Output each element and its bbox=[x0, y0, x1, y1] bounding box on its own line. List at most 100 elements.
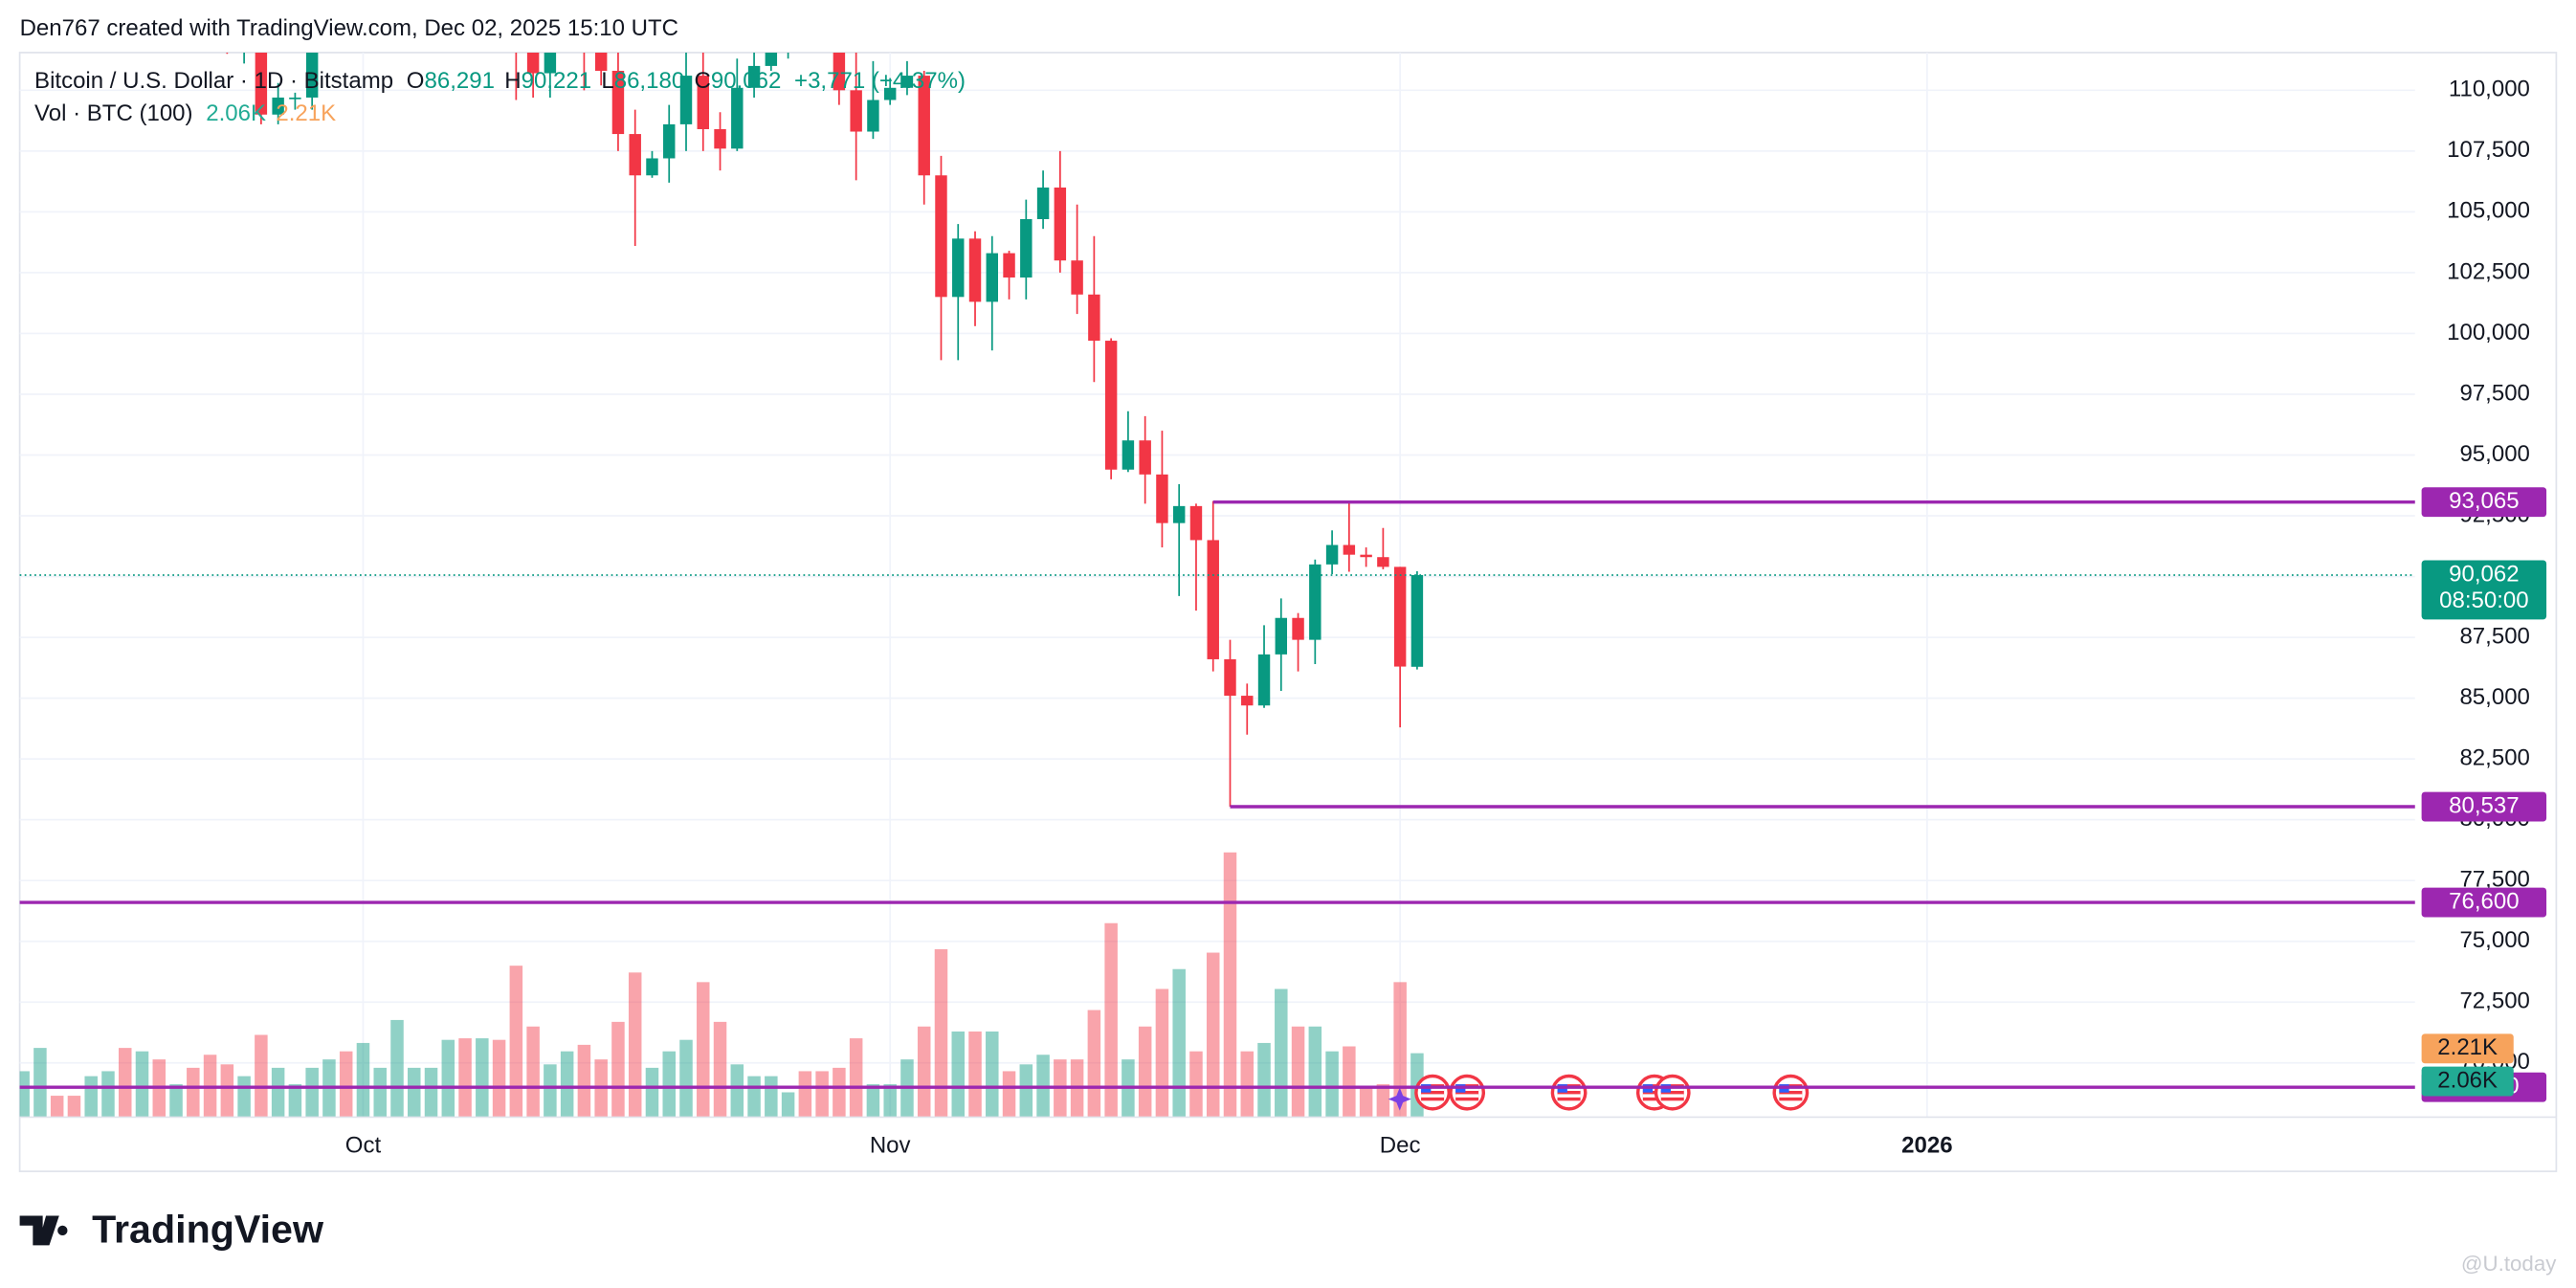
legend-key: L bbox=[601, 68, 613, 94]
y-tick-label: 85,000 bbox=[2459, 684, 2529, 710]
footer: TradingView @U.today bbox=[19, 1208, 2557, 1276]
event-icon bbox=[1414, 1074, 1451, 1111]
volume-bar bbox=[50, 1096, 64, 1118]
volume-bar bbox=[1393, 982, 1407, 1118]
volume-bar bbox=[288, 1084, 302, 1118]
legend-value: 86,291 bbox=[424, 68, 494, 94]
candle-body bbox=[900, 76, 914, 88]
candle-body bbox=[1275, 617, 1288, 655]
y-tick-label: 95,000 bbox=[2459, 441, 2529, 467]
volume-bar bbox=[118, 1048, 132, 1118]
candle-body bbox=[833, 52, 846, 91]
level-label: 76,600 bbox=[2449, 888, 2519, 914]
volume-bar bbox=[544, 1064, 557, 1118]
volume-bar bbox=[1087, 1010, 1101, 1118]
legend-line: Bitcoin / U.S. Dollar · 1D · Bitstamp O86… bbox=[34, 68, 966, 94]
volume-bar bbox=[339, 1051, 353, 1118]
candle-body bbox=[1054, 187, 1067, 261]
volume-bar bbox=[1275, 988, 1288, 1118]
legend-key: O bbox=[407, 68, 425, 94]
volume-bar bbox=[1308, 1026, 1322, 1118]
candle-body bbox=[1410, 574, 1424, 667]
volume-bar bbox=[968, 1031, 982, 1118]
candle-body bbox=[1172, 505, 1186, 523]
legend-symbol: Bitcoin / U.S. Dollar · 1D · Bitstamp bbox=[34, 68, 393, 94]
candle-body bbox=[1360, 554, 1372, 558]
candle-body bbox=[272, 97, 284, 115]
candle-body bbox=[1020, 219, 1033, 278]
volume-bar bbox=[1240, 1051, 1255, 1118]
volume-bar bbox=[1189, 1051, 1203, 1118]
axes: 110,000 107,500 105,000 102,500 100,000 97,50… bbox=[19, 77, 2557, 1159]
volume-bar bbox=[662, 1051, 676, 1118]
levels bbox=[19, 500, 2415, 1089]
legend-value: 86,180 bbox=[614, 68, 684, 94]
volume-bar bbox=[169, 1084, 183, 1118]
brand-logo bbox=[19, 1215, 68, 1246]
candle-body bbox=[1071, 260, 1083, 295]
volume-bar bbox=[390, 1019, 404, 1118]
volume-bar bbox=[19, 1071, 30, 1118]
candle-body bbox=[629, 134, 641, 176]
volume-bar bbox=[697, 982, 710, 1118]
candle-body bbox=[935, 175, 947, 298]
candle-body bbox=[663, 123, 676, 159]
candle-body bbox=[697, 76, 709, 129]
volume-bar bbox=[628, 972, 642, 1118]
volume-bar bbox=[187, 1067, 200, 1118]
candle-body bbox=[1189, 505, 1203, 541]
candle-body bbox=[646, 158, 658, 176]
volume-label-box bbox=[2421, 1033, 2514, 1064]
volume-bar bbox=[33, 1048, 47, 1118]
volume-bar bbox=[237, 1076, 251, 1118]
volume-bar bbox=[781, 1092, 795, 1118]
candle-body bbox=[1036, 187, 1050, 220]
last-price-label: 90,062 bbox=[2449, 561, 2519, 587]
y-tick-label: 97,500 bbox=[2459, 380, 2529, 406]
volume-bar bbox=[798, 1071, 812, 1118]
legend-change: +3,771 (+4.37%) bbox=[794, 68, 966, 94]
volume-bar bbox=[1019, 1064, 1033, 1118]
candle-body bbox=[1393, 566, 1407, 667]
volume-label: 2.21K bbox=[2437, 1034, 2498, 1060]
candle-body bbox=[1292, 617, 1304, 640]
candle-body bbox=[1207, 540, 1219, 659]
volume-bar bbox=[934, 948, 948, 1118]
volume-bar bbox=[255, 1034, 268, 1118]
candle-body bbox=[1003, 253, 1015, 278]
y-tick-label: 72,500 bbox=[2459, 988, 2529, 1014]
volume-pane bbox=[19, 852, 1424, 1118]
x-tick-label: Dec bbox=[1380, 1133, 1421, 1159]
candle-body bbox=[679, 76, 693, 124]
candle-body bbox=[255, 52, 268, 115]
watermark: @U.today bbox=[2461, 1252, 2557, 1276]
legend-volume: Vol · BTC (100) bbox=[34, 101, 193, 127]
candle-body bbox=[611, 70, 625, 135]
legend-line: Vol · BTC (100) 2.06K 2.21K bbox=[34, 101, 336, 127]
candle-body bbox=[289, 97, 301, 100]
candle-body bbox=[1088, 294, 1100, 342]
y-tick-label: 75,000 bbox=[2459, 927, 2529, 953]
candle-body bbox=[747, 65, 761, 88]
candle-body bbox=[765, 52, 778, 66]
y-tick-label: 82,500 bbox=[2459, 744, 2529, 770]
event-icon bbox=[1550, 1074, 1588, 1111]
level-label-box bbox=[2421, 487, 2547, 518]
volume-bar bbox=[220, 1064, 234, 1118]
volume-bar bbox=[951, 1031, 966, 1118]
candle-body bbox=[918, 76, 930, 176]
candle-body bbox=[986, 253, 999, 302]
y-tick-label: 107,500 bbox=[2447, 137, 2530, 163]
credit: Den767 created with TradingView.com, Dec… bbox=[20, 15, 678, 41]
volume-bar bbox=[866, 1084, 880, 1118]
candle-body bbox=[1343, 544, 1356, 555]
candle-body bbox=[1139, 440, 1151, 475]
candle-body bbox=[1309, 564, 1321, 640]
legend-value: 90,221 bbox=[522, 68, 591, 94]
volume-bar bbox=[713, 1021, 727, 1118]
volume-bar bbox=[441, 1039, 455, 1118]
volume-bar bbox=[373, 1067, 387, 1118]
volume-bar bbox=[679, 1039, 693, 1118]
volume-bar bbox=[305, 1067, 319, 1118]
